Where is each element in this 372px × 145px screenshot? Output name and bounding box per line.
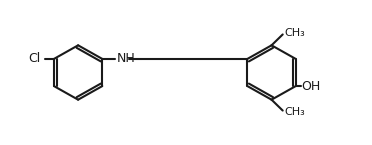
Text: OH: OH [301,80,321,93]
Text: CH₃: CH₃ [285,107,305,117]
Text: CH₃: CH₃ [285,28,305,38]
Text: Cl: Cl [29,52,41,65]
Text: NH: NH [117,52,136,65]
